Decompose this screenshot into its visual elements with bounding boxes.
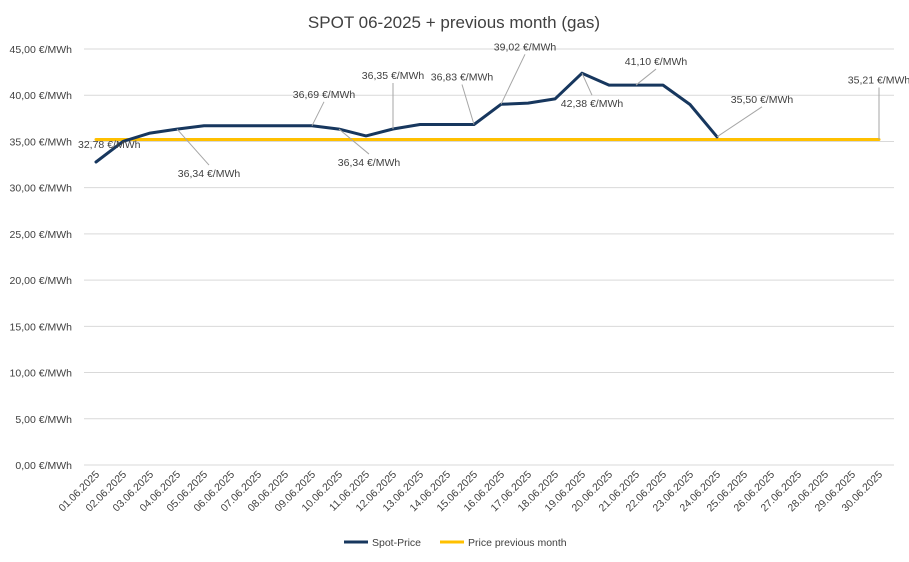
data-label-leader bbox=[500, 54, 526, 105]
y-tick-label: 25,00 €/MWh bbox=[10, 229, 73, 241]
data-label: 39,02 €/MWh bbox=[494, 41, 557, 53]
y-axis: 0,00 €/MWh 5,00 €/MWh 10,00 €/MWh 15,00 €/M… bbox=[10, 44, 73, 472]
gridlines bbox=[84, 48, 894, 466]
data-label-leader bbox=[716, 106, 763, 138]
data-label: 36,83 €/MWh bbox=[431, 72, 494, 84]
data-label: 32,78 €/MWh bbox=[78, 139, 141, 151]
data-label-leader bbox=[338, 128, 370, 155]
series-lines bbox=[94, 71, 881, 164]
data-labels: 32,78 €/MWh 36,34 €/MWh 36,69 €/MWh 36,34 €… bbox=[78, 41, 909, 180]
data-label: 42,38 €/MWh bbox=[561, 98, 624, 110]
data-label: 41,10 €/MWh bbox=[625, 56, 688, 68]
data-label-leader bbox=[461, 84, 475, 125]
y-tick-label: 10,00 €/MWh bbox=[10, 368, 73, 380]
legend-label: Spot-Price bbox=[372, 537, 421, 549]
y-tick-label: 30,00 €/MWh bbox=[10, 183, 73, 195]
legend: Spot-Price Price previous month bbox=[344, 537, 567, 549]
y-tick-label: 0,00 €/MWh bbox=[15, 460, 72, 472]
data-label: 36,34 €/MWh bbox=[338, 157, 401, 169]
data-label: 36,69 €/MWh bbox=[293, 89, 356, 101]
legend-label: Price previous month bbox=[468, 537, 567, 549]
data-label: 36,34 €/MWh bbox=[178, 168, 241, 180]
chart-title: SPOT 06-2025 + previous month (gas) bbox=[308, 13, 600, 32]
data-label-leader bbox=[581, 73, 593, 96]
y-tick-label: 15,00 €/MWh bbox=[10, 321, 73, 333]
x-axis: 01.06.202502.06.202503.06.202504.06.2025… bbox=[56, 464, 894, 514]
y-tick-label: 45,00 €/MWh bbox=[10, 44, 73, 56]
data-label-leader bbox=[635, 68, 657, 86]
y-tick-label: 40,00 €/MWh bbox=[10, 90, 73, 102]
y-tick-label: 5,00 €/MWh bbox=[15, 414, 72, 426]
spot-price-line bbox=[94, 71, 719, 164]
data-label: 36,35 €/MWh bbox=[362, 70, 425, 82]
data-label-leader bbox=[311, 101, 325, 127]
data-label: 35,21 €/MWh bbox=[848, 75, 909, 87]
data-label: 35,50 €/MWh bbox=[731, 94, 794, 106]
y-tick-label: 35,00 €/MWh bbox=[10, 136, 73, 148]
y-tick-label: 20,00 €/MWh bbox=[10, 275, 73, 287]
data-label-leader bbox=[176, 128, 210, 166]
